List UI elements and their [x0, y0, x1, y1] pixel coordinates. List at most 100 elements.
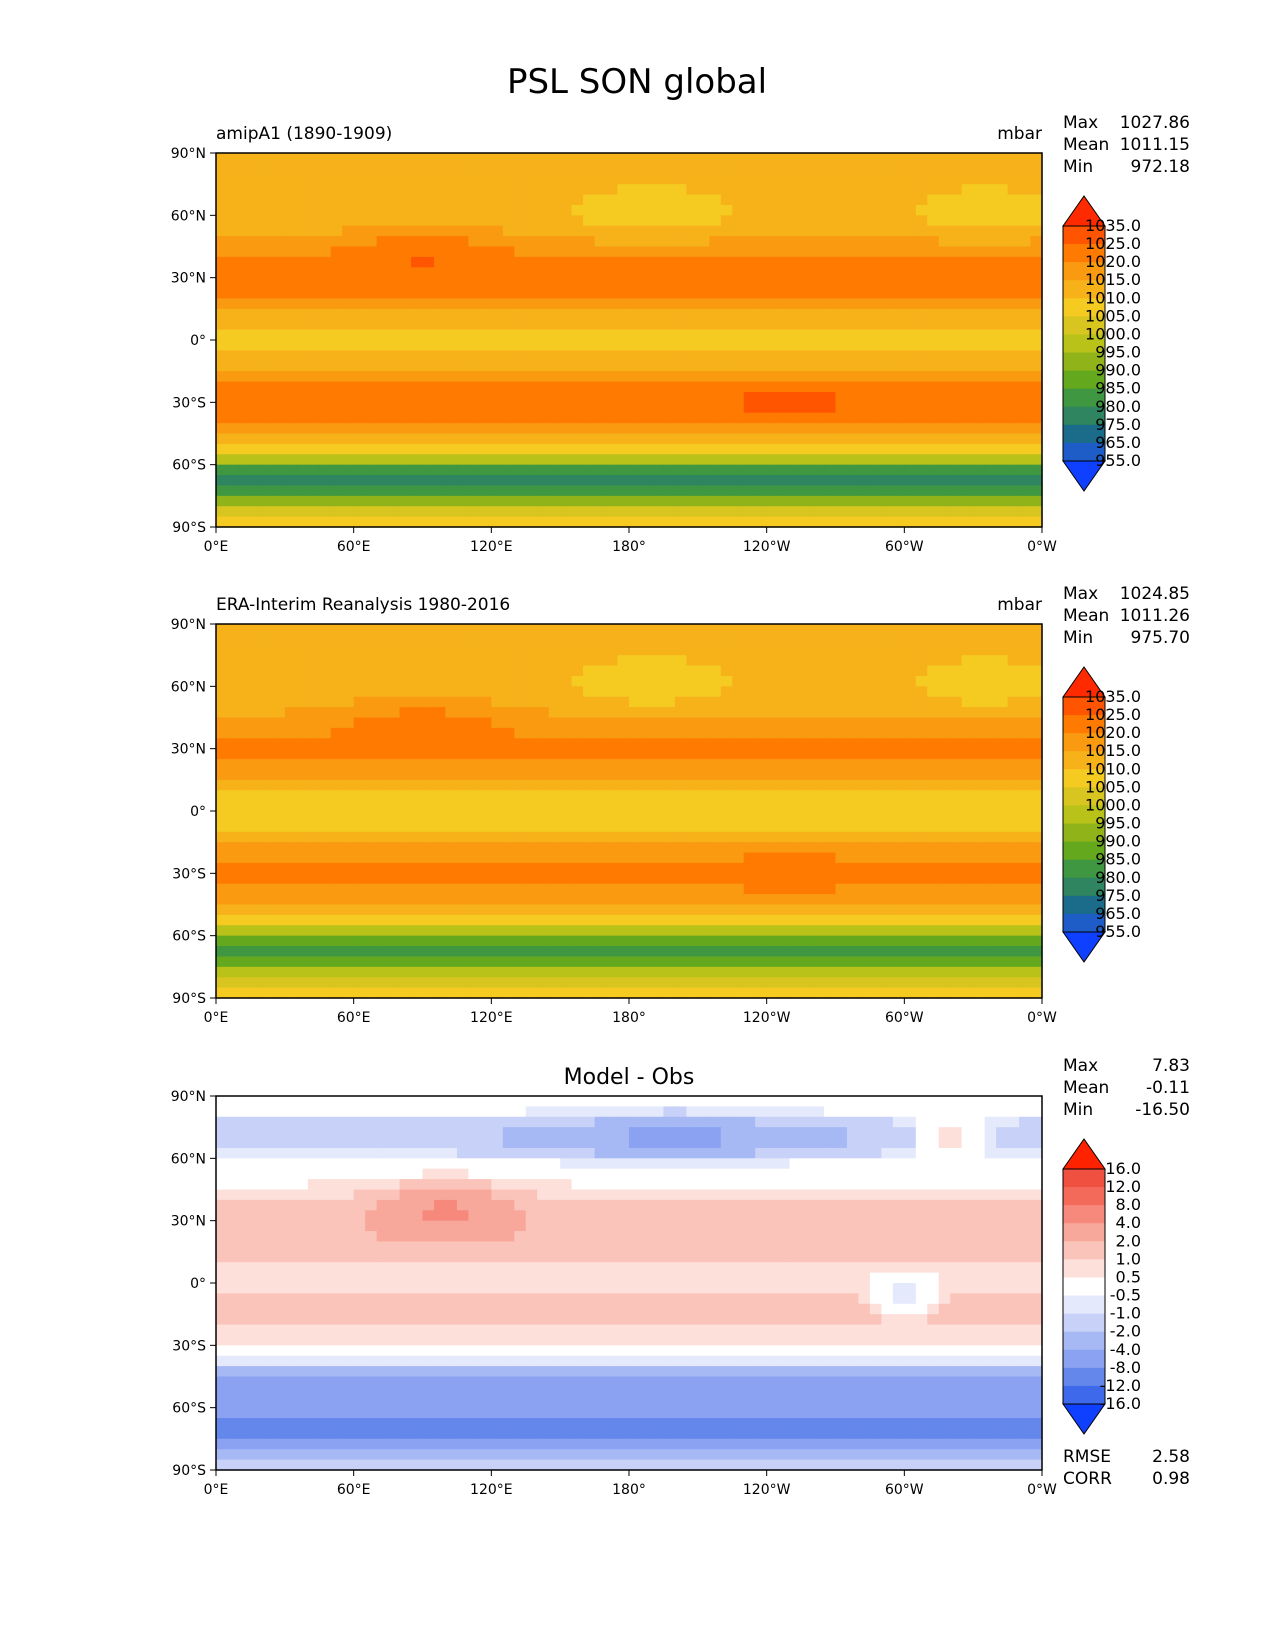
field-cell	[651, 319, 665, 331]
field-cell	[778, 675, 791, 687]
field-cell	[468, 946, 481, 958]
field-cell	[674, 675, 687, 687]
field-cell	[307, 748, 320, 760]
field-cell	[353, 433, 366, 445]
field-cell	[388, 862, 401, 874]
field-cell	[376, 267, 389, 279]
field-cell	[881, 811, 894, 822]
field-cell	[353, 738, 366, 750]
field-cell	[319, 686, 332, 698]
field-cell	[663, 665, 676, 677]
field-cell	[365, 935, 378, 947]
field-cell	[709, 516, 722, 528]
field-cell	[502, 360, 515, 372]
field-cell	[571, 914, 584, 926]
field-cell	[697, 790, 710, 802]
field-cell	[216, 350, 229, 362]
field-cell	[284, 769, 297, 781]
field-cell	[640, 935, 653, 947]
field-cell	[353, 769, 366, 781]
field-cell	[743, 215, 756, 227]
field-cell	[411, 153, 424, 164]
field-cell	[663, 256, 676, 268]
field-cell	[525, 475, 538, 487]
field-cell	[812, 215, 825, 227]
field-cell	[812, 371, 825, 383]
field-cell	[388, 956, 401, 968]
field-cell	[273, 298, 286, 310]
field-cell	[433, 738, 447, 750]
field-cell	[663, 925, 676, 937]
field-cell	[479, 215, 492, 227]
field-cell	[858, 454, 871, 466]
field-cell	[755, 935, 768, 947]
field-cell	[709, 184, 722, 196]
field-cell	[617, 340, 630, 351]
field-cell	[915, 769, 928, 781]
field-cell	[904, 644, 917, 656]
field-cell	[869, 194, 882, 206]
field-cell	[296, 831, 309, 843]
field-cell	[663, 163, 676, 175]
field-cell	[812, 769, 825, 781]
field-cell	[479, 329, 492, 341]
field-cell	[560, 454, 573, 466]
field-cell	[388, 790, 401, 802]
field-cell	[606, 665, 619, 677]
field-cell	[789, 925, 802, 937]
field-cell	[216, 215, 229, 227]
field-cell	[525, 495, 538, 507]
field-cell	[479, 675, 492, 687]
field-cell	[330, 821, 343, 833]
field-cell	[686, 277, 699, 289]
field-cell	[376, 412, 389, 424]
field-cell	[938, 184, 951, 196]
field-cell	[514, 391, 527, 403]
field-cell	[411, 412, 424, 424]
field-cell	[238, 173, 252, 185]
field-cell	[560, 464, 573, 476]
field-cell	[858, 153, 871, 164]
field-cell	[468, 329, 481, 341]
field-cell	[479, 727, 492, 739]
field-cell	[525, 173, 538, 185]
field-cell	[1030, 475, 1043, 487]
field-cell	[961, 204, 974, 216]
field-cell	[284, 675, 297, 687]
field-cell	[479, 790, 492, 802]
field-cell	[846, 821, 860, 833]
field-cell	[548, 350, 561, 362]
field-cell	[858, 360, 871, 372]
field-cell	[514, 329, 527, 341]
field-cell	[514, 935, 527, 947]
field-cell	[433, 173, 447, 185]
field-cell	[560, 790, 573, 802]
field-cell	[892, 329, 905, 341]
field-cell	[388, 485, 401, 497]
field-cell	[376, 443, 389, 455]
field-cell	[846, 277, 860, 289]
field-cell	[560, 277, 573, 289]
field-cell	[915, 821, 928, 833]
field-cell	[1030, 443, 1043, 455]
field-cell	[927, 738, 940, 750]
field-cell	[755, 769, 768, 781]
field-cell	[709, 495, 722, 507]
field-cell	[468, 842, 481, 854]
field-cell	[674, 194, 687, 206]
field-cell	[629, 350, 642, 362]
field-cell	[365, 308, 378, 320]
field-cell	[651, 288, 665, 300]
field-cell	[651, 215, 665, 227]
field-cell	[342, 707, 355, 719]
field-cell	[766, 644, 779, 656]
field-cell	[709, 644, 722, 656]
field-cell	[606, 194, 619, 206]
field-cell	[307, 433, 320, 445]
field-cell	[307, 769, 320, 781]
field-cell	[227, 935, 240, 947]
field-cell	[456, 821, 469, 833]
field-cell	[812, 153, 825, 164]
field-cell	[617, 831, 630, 843]
field-cell	[594, 852, 607, 864]
